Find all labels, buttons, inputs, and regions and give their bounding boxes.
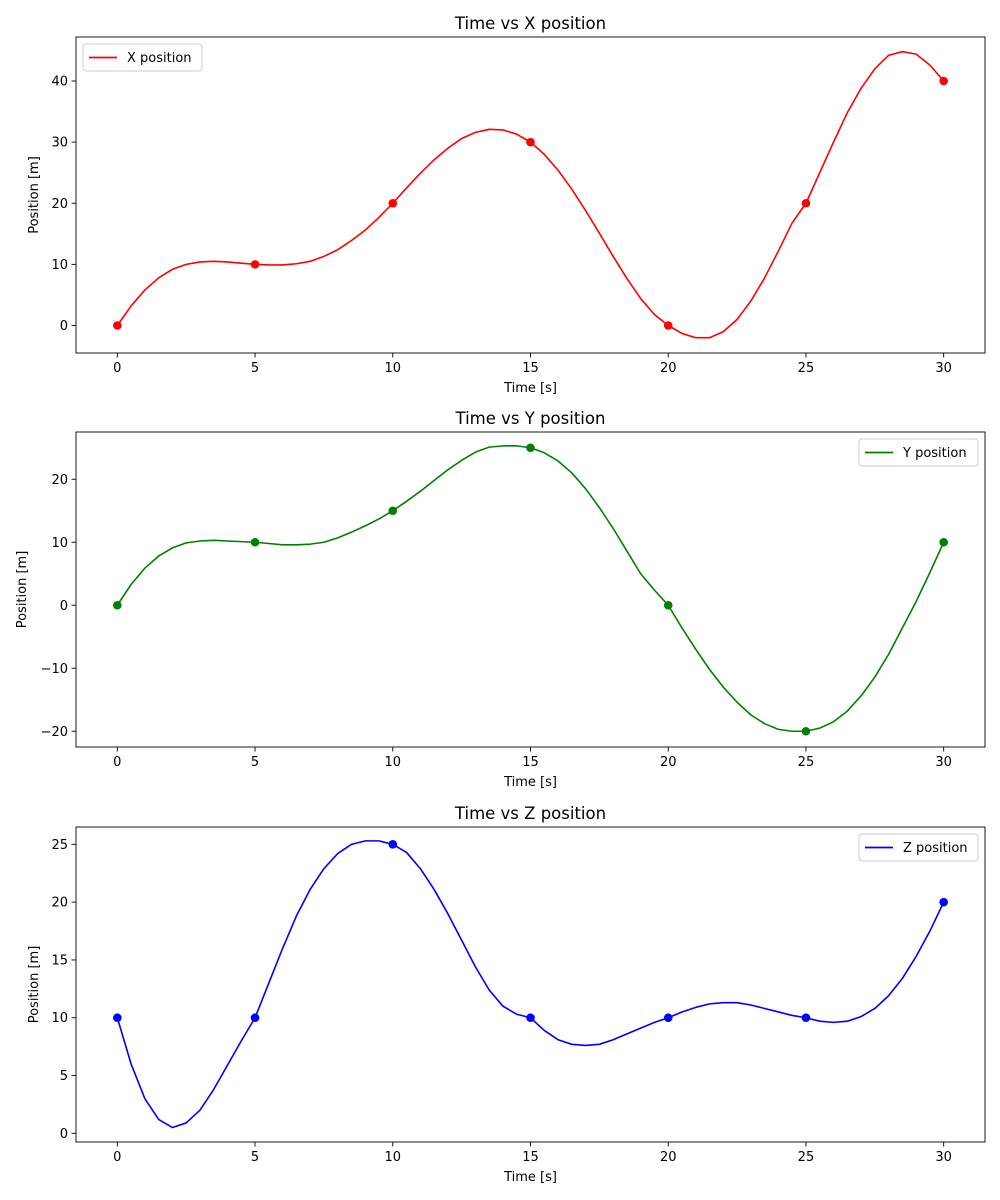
x-tick-label: 10 — [384, 361, 401, 376]
x-tick-label: 25 — [798, 361, 815, 376]
subplot-2: Time vs Y position 0 5 10 15 20 25 30 −20 −10 0 10 2… — [15, 409, 986, 790]
legend-label: Z position — [903, 841, 968, 856]
y-tick-label: 10 — [51, 536, 68, 551]
data-point — [526, 443, 535, 453]
legend-box — [82, 43, 203, 72]
series-z-position — [113, 840, 948, 1129]
data-point — [939, 76, 948, 86]
data-point — [663, 1013, 673, 1023]
legend-box — [858, 833, 979, 862]
x-axis-label: Time [s] — [503, 1170, 557, 1185]
y-axis-label: Position [m] — [15, 551, 30, 629]
data-point — [939, 537, 948, 547]
series-line — [116, 445, 945, 733]
data-point — [113, 600, 122, 610]
y-tick-label: 0 — [60, 599, 68, 614]
y-tick-label: 20 — [51, 896, 68, 911]
data-point — [801, 198, 811, 208]
data-point — [801, 1013, 811, 1023]
y-tick-label: −20 — [41, 725, 68, 740]
legend: Y position — [858, 438, 979, 467]
x-tick-label: 20 — [660, 361, 677, 376]
data-point — [388, 506, 398, 516]
x-tick-label: 20 — [660, 1150, 677, 1165]
chart-title: Time vs Y position — [455, 409, 606, 428]
y-tick-label: 20 — [51, 197, 68, 212]
chart-title: Time vs Z position — [454, 804, 606, 823]
y-axis-label: Position [m] — [27, 156, 42, 234]
y-tick-label: 30 — [51, 136, 68, 151]
y-tick-label: 40 — [51, 75, 68, 90]
data-point — [939, 897, 948, 907]
plot-frame — [75, 826, 986, 1143]
y-tick-label: 15 — [51, 953, 68, 968]
x-tick-label: 10 — [384, 755, 401, 770]
legend: Z position — [858, 833, 979, 862]
chart-title: Time vs X position — [454, 14, 606, 33]
x-tick-label: 25 — [798, 1150, 815, 1165]
data-point — [526, 1013, 535, 1023]
data-point — [250, 537, 260, 547]
data-point — [250, 1013, 260, 1023]
x-tick-label: 15 — [522, 1150, 539, 1165]
legend-label: Y position — [902, 446, 967, 461]
x-tick-label: 15 — [522, 361, 539, 376]
y-axis-label: Position [m] — [27, 946, 42, 1024]
data-point — [113, 321, 122, 330]
legend-box — [858, 438, 979, 467]
x-tick-label: 5 — [251, 755, 259, 770]
data-point — [801, 726, 811, 736]
series-y-position — [113, 443, 948, 736]
x-tick-label: 30 — [935, 755, 952, 770]
x-tick-label: 10 — [384, 1150, 401, 1165]
plot-frame — [75, 431, 986, 748]
series-x-position — [113, 50, 948, 339]
y-tick-label: 0 — [60, 319, 68, 334]
data-point — [388, 198, 398, 208]
y-tick-label: 0 — [60, 1127, 68, 1142]
data-point — [663, 321, 673, 330]
x-tick-label: 30 — [935, 361, 952, 376]
x-tick-label: 0 — [113, 1150, 121, 1165]
x-tick-label: 30 — [935, 1150, 952, 1165]
data-point — [388, 840, 398, 849]
data-point — [250, 260, 260, 269]
series-line — [116, 50, 945, 339]
y-tick-label: −10 — [41, 662, 68, 677]
subplot-1: Time vs X position 0 5 10 15 20 25 30 0 10 20 30 40 T… — [27, 14, 986, 396]
plot-frame — [75, 36, 986, 354]
legend-label: X position — [127, 51, 192, 66]
series-line — [116, 840, 945, 1129]
x-tick-label: 15 — [522, 755, 539, 770]
data-point — [663, 600, 673, 610]
x-tick-label: 5 — [251, 1150, 259, 1165]
y-tick-label: 10 — [51, 258, 68, 273]
data-point — [526, 137, 535, 147]
y-tick-label: 25 — [51, 838, 68, 853]
x-tick-label: 0 — [113, 361, 121, 376]
x-tick-label: 0 — [113, 755, 121, 770]
subplot-3: Time vs Z position 0 5 10 15 20 25 30 0 5 10 15 20 25… — [27, 804, 986, 1185]
y-tick-label: 20 — [51, 473, 68, 488]
x-tick-label: 25 — [798, 755, 815, 770]
legend: X position — [82, 43, 203, 72]
x-tick-label: 5 — [251, 361, 259, 376]
x-axis-label: Time [s] — [503, 381, 557, 396]
y-tick-label: 5 — [60, 1069, 68, 1084]
y-tick-label: 10 — [51, 1011, 68, 1026]
data-point — [113, 1013, 122, 1023]
x-tick-label: 20 — [660, 755, 677, 770]
x-axis-label: Time [s] — [503, 775, 557, 790]
